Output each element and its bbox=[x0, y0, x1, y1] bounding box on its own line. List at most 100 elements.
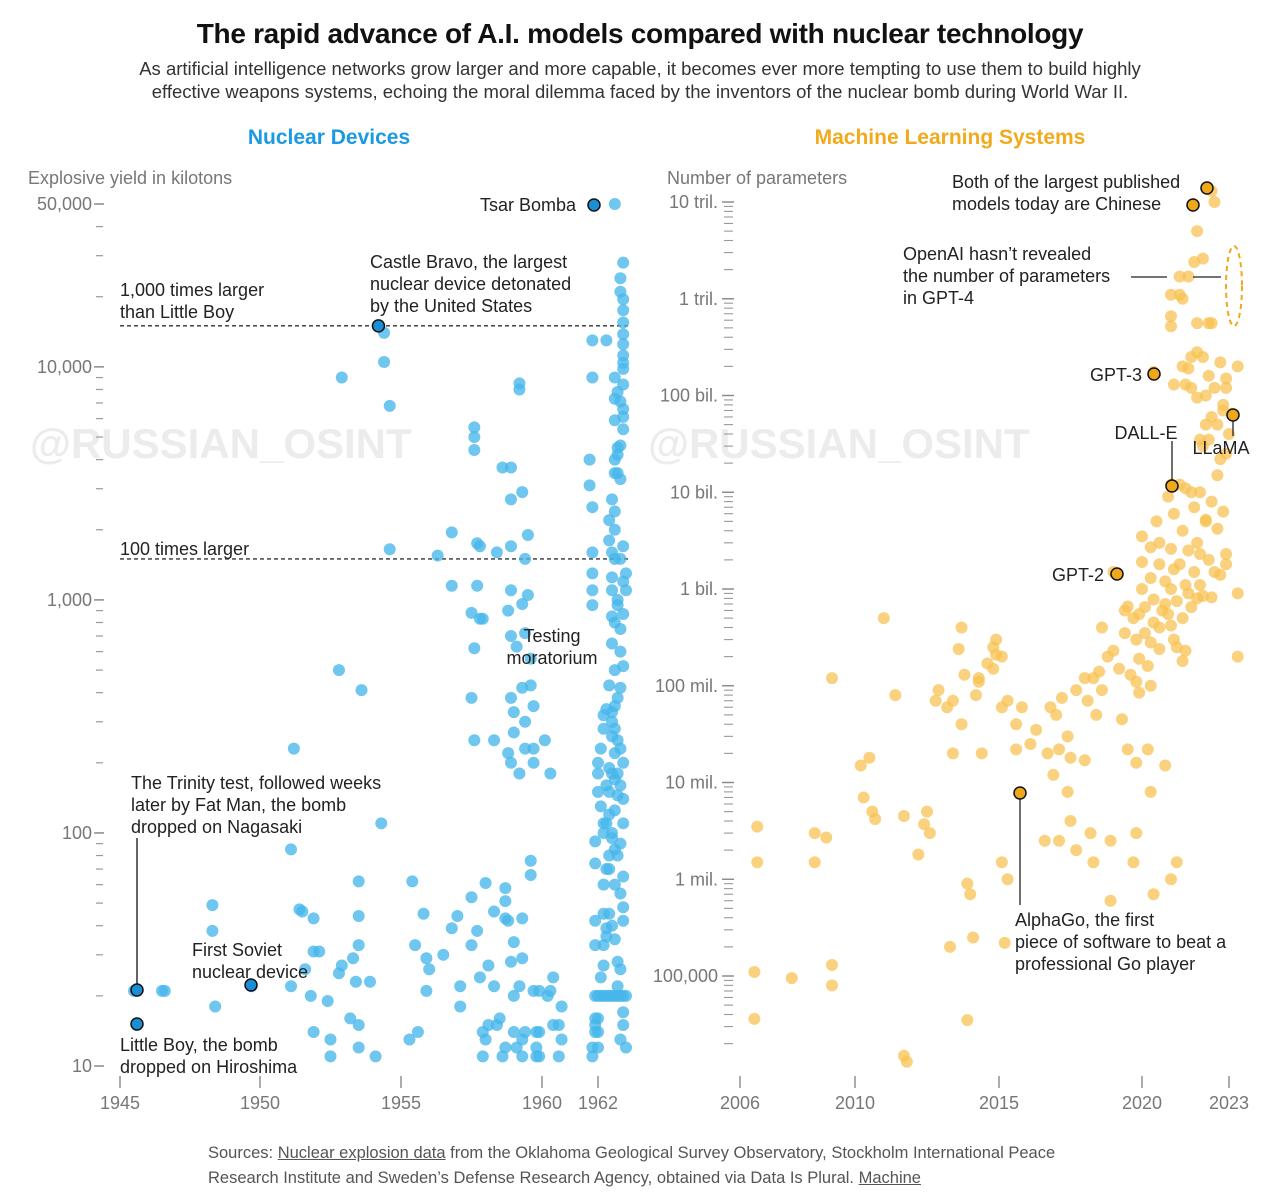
nuclear-point bbox=[468, 431, 481, 444]
ml-x-tick-label: 2023 bbox=[1209, 1093, 1249, 1113]
nuclear-point bbox=[586, 567, 599, 580]
ml-point bbox=[1162, 608, 1175, 621]
nuclear-point bbox=[614, 742, 627, 755]
nuclear-point bbox=[206, 924, 219, 937]
nuclear-point bbox=[516, 1050, 529, 1063]
nuclear-point bbox=[586, 334, 599, 347]
ml-point bbox=[1104, 834, 1117, 847]
nuclear-point bbox=[533, 1050, 546, 1063]
nuclear-point bbox=[383, 399, 396, 412]
ml-point bbox=[1191, 536, 1204, 549]
nuclear-point bbox=[516, 952, 529, 965]
nuclear-point bbox=[285, 843, 298, 856]
annotation-castle-bravo: Castle Bravo, the largest nuclear device … bbox=[370, 252, 571, 316]
ml-point bbox=[820, 831, 833, 844]
ml-point bbox=[1159, 759, 1172, 772]
ml-point bbox=[1150, 515, 1163, 528]
ml-point bbox=[897, 810, 910, 823]
watermark-left: @RUSSIAN_OSINT bbox=[30, 420, 412, 467]
nuclear-point bbox=[465, 939, 478, 952]
ml-point bbox=[1165, 619, 1177, 632]
nuclear-point bbox=[524, 854, 537, 867]
nuclear-point bbox=[524, 652, 537, 665]
nuclear-point bbox=[614, 623, 627, 636]
sources-middle: from the Oklahoma Geological Survey Obse… bbox=[208, 1144, 1056, 1187]
ml-point bbox=[987, 641, 1000, 654]
nuclear-point bbox=[606, 584, 618, 597]
nuclear-data-link[interactable]: Nuclear explosion data bbox=[277, 1144, 446, 1162]
ml-point bbox=[961, 1014, 974, 1027]
ml-panel-title: Machine Learning Systems bbox=[815, 126, 1086, 149]
ml-point bbox=[748, 965, 761, 978]
ml-point bbox=[1087, 672, 1100, 685]
nuclear-point bbox=[617, 338, 630, 351]
ml-point bbox=[1078, 754, 1091, 767]
ml-point bbox=[995, 701, 1008, 714]
ml-point bbox=[995, 856, 1008, 869]
ml-point bbox=[1153, 642, 1166, 655]
nuclear-point bbox=[617, 1006, 630, 1019]
nuclear-point bbox=[555, 1033, 568, 1046]
nuclear-point bbox=[488, 905, 501, 918]
nuclear-point bbox=[608, 467, 621, 480]
nuclear-point bbox=[493, 1012, 506, 1025]
nuclear-point bbox=[321, 995, 334, 1008]
nuclear-point bbox=[513, 767, 526, 780]
ml-y-tick-label: 100 bil. bbox=[660, 386, 718, 406]
annotation-little-boy-line: Little Boy, the bomb bbox=[120, 1035, 278, 1055]
ml-point bbox=[1211, 469, 1224, 482]
nuclear-highlight-point bbox=[130, 1017, 144, 1031]
nuclear-point bbox=[476, 1050, 489, 1063]
ml-highlight-point bbox=[1110, 567, 1124, 581]
annotation-castle-bravo-line: by the United States bbox=[370, 296, 532, 316]
nuclear-point bbox=[614, 887, 627, 900]
machine-data-link[interactable]: Machine bbox=[858, 1169, 921, 1187]
ml-point bbox=[1141, 660, 1154, 673]
nuclear-point bbox=[547, 971, 560, 984]
ml-point bbox=[1162, 490, 1175, 503]
nuclear-point bbox=[597, 826, 610, 839]
ml-point bbox=[1176, 524, 1189, 537]
annotation-castle-bravo-line: Castle Bravo, the largest bbox=[370, 252, 567, 272]
nuclear-point bbox=[206, 899, 219, 912]
nuclear-point bbox=[586, 371, 599, 384]
annotation-first-soviet-line: nuclear device bbox=[192, 962, 308, 982]
nuclear-point bbox=[589, 835, 602, 848]
nuclear-point bbox=[538, 734, 551, 747]
ml-point bbox=[1182, 362, 1195, 375]
ml-point bbox=[826, 979, 838, 992]
ml-point bbox=[1153, 558, 1166, 571]
nuclear-point bbox=[614, 272, 627, 285]
nuclear-point bbox=[527, 742, 540, 755]
nuclear-point bbox=[519, 627, 532, 640]
ml-point bbox=[998, 936, 1011, 949]
ml-point bbox=[751, 856, 764, 869]
ml-point bbox=[1220, 447, 1233, 460]
nuclear-point bbox=[608, 505, 621, 518]
ml-point bbox=[932, 684, 945, 697]
ml-point bbox=[1194, 578, 1206, 591]
ml-point bbox=[1182, 270, 1195, 283]
ml-y-tick-label: 10 tril. bbox=[669, 192, 718, 212]
ml-point bbox=[1095, 684, 1108, 697]
nuclear-point bbox=[445, 579, 458, 592]
nuclear-x-tick-label: 1950 bbox=[240, 1093, 280, 1113]
ml-point bbox=[981, 657, 994, 670]
nuclear-point bbox=[589, 939, 602, 952]
ml-point bbox=[1185, 381, 1198, 394]
ml-point bbox=[1136, 556, 1148, 569]
nuclear-point bbox=[468, 421, 481, 434]
annotation-gpt4-line: OpenAI hasn’t revealed bbox=[903, 244, 1091, 264]
nuclear-point bbox=[614, 837, 627, 850]
ml-highlight-point bbox=[1226, 408, 1240, 422]
nuclear-point bbox=[504, 691, 517, 704]
nuclear-point bbox=[468, 734, 481, 747]
nuclear-point bbox=[363, 975, 376, 988]
nuclear-point bbox=[603, 534, 616, 547]
ml-point bbox=[1165, 583, 1177, 595]
ml-point bbox=[1179, 644, 1192, 657]
nuclear-point bbox=[519, 552, 532, 565]
nuclear-point bbox=[617, 540, 630, 553]
nuclear-point bbox=[521, 528, 534, 541]
